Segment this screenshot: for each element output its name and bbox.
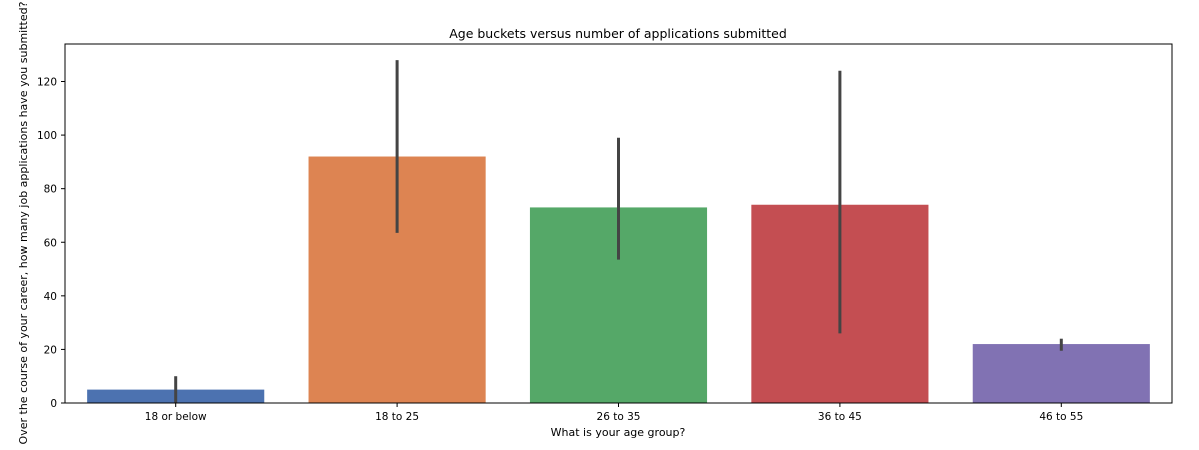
x-tick-label: 26 to 35 [597,411,641,423]
y-tick-label: 120 [37,77,57,89]
x-tick-label: 46 to 55 [1039,411,1083,423]
y-axis-label: Over the course of your career, how many… [17,1,30,444]
y-tick-label: 40 [44,291,57,303]
error-bars-group [174,60,1063,403]
x-tick-label: 36 to 45 [818,411,862,423]
bar-46-to-55 [972,344,1150,403]
y-tick-label: 100 [37,130,57,142]
x-tick-label: 18 or below [145,411,207,423]
x-axis-label: What is your age group? [551,426,686,439]
x-tick-label: 18 to 25 [375,411,419,423]
bars-group [87,156,1150,403]
y-tick-label: 0 [50,398,57,410]
y-tick-label: 20 [44,344,57,356]
y-tick-label: 80 [44,184,57,196]
x-axis: 18 or below 18 to 25 26 to 35 36 to 45 46 to… [145,403,1083,423]
y-axis: 0 20 40 60 80 100 120 [37,77,65,410]
y-tick-label: 60 [44,237,57,249]
chart-title: Age buckets versus number of application… [449,26,787,41]
